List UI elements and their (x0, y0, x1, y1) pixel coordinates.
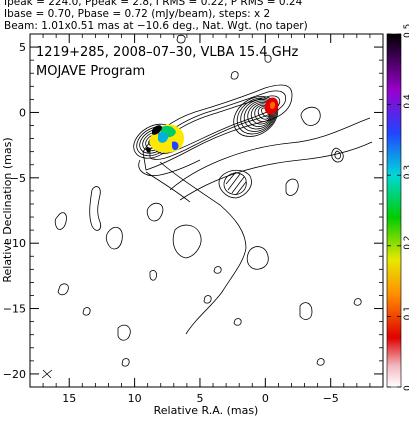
y-tick-label: 5 (19, 41, 26, 54)
x-tick-label: 5 (196, 392, 203, 405)
x-tick-label: 15 (62, 392, 76, 405)
y-tick-label: −20 (3, 368, 26, 381)
y-tick-labels: 5 0 −5 −10 −15 −20 (3, 41, 26, 381)
chart-title: 1219+285, 2008–07–30, VLBA 15.4 GHz (36, 45, 298, 60)
y-tick-label: −15 (3, 303, 26, 316)
y-tick-label: 0 (19, 106, 26, 119)
colorbar-tick-label: 0.3 (403, 165, 409, 179)
header-line-1: Ipeak = 224.0, Ppeak = 2.8, I RMS = 0.22… (4, 0, 303, 8)
x-axis-title: Relative R.A. (mas) (154, 404, 259, 417)
header-line-2: Ibase = 0.70, Pbase = 0.72 (mJy/beam), s… (4, 8, 271, 20)
colorbar-tick-label: 0 (403, 385, 409, 391)
colorbar-ticks: 0 0.1 0.2 0.3 0.4 0.5 (387, 24, 409, 391)
hatched-component (223, 171, 247, 196)
polarization-overlay (146, 97, 279, 153)
colorbar (386, 33, 402, 388)
colorbar-tick-label: 0.4 (403, 94, 409, 109)
x-tick-label: −5 (323, 392, 339, 405)
y-tick-label: −5 (10, 172, 26, 185)
beam-ellipse (41, 369, 53, 379)
x-tick-labels: 15 10 5 0 −5 (62, 392, 339, 405)
y-axis-title: Relative Declination (mas) (1, 137, 14, 282)
core-contours (133, 96, 279, 159)
plot-frame (29, 33, 384, 388)
x-tick-label: 10 (128, 392, 142, 405)
header-line-3: Beam: 1.01x0.51 mas at −10.6 deg., Nat. … (4, 20, 308, 32)
colorbar-tick-label: 0.1 (403, 306, 409, 320)
colorbar-tick-label: 0.2 (403, 235, 409, 249)
y-tick-label: −10 (3, 237, 26, 250)
x-tick-label: 0 (262, 392, 269, 405)
axis-ticks (29, 33, 384, 388)
colorbar-tick-label: 0.5 (403, 24, 409, 38)
contour-map (41, 34, 373, 379)
chart-subtitle: MOJAVE Program (36, 64, 145, 79)
